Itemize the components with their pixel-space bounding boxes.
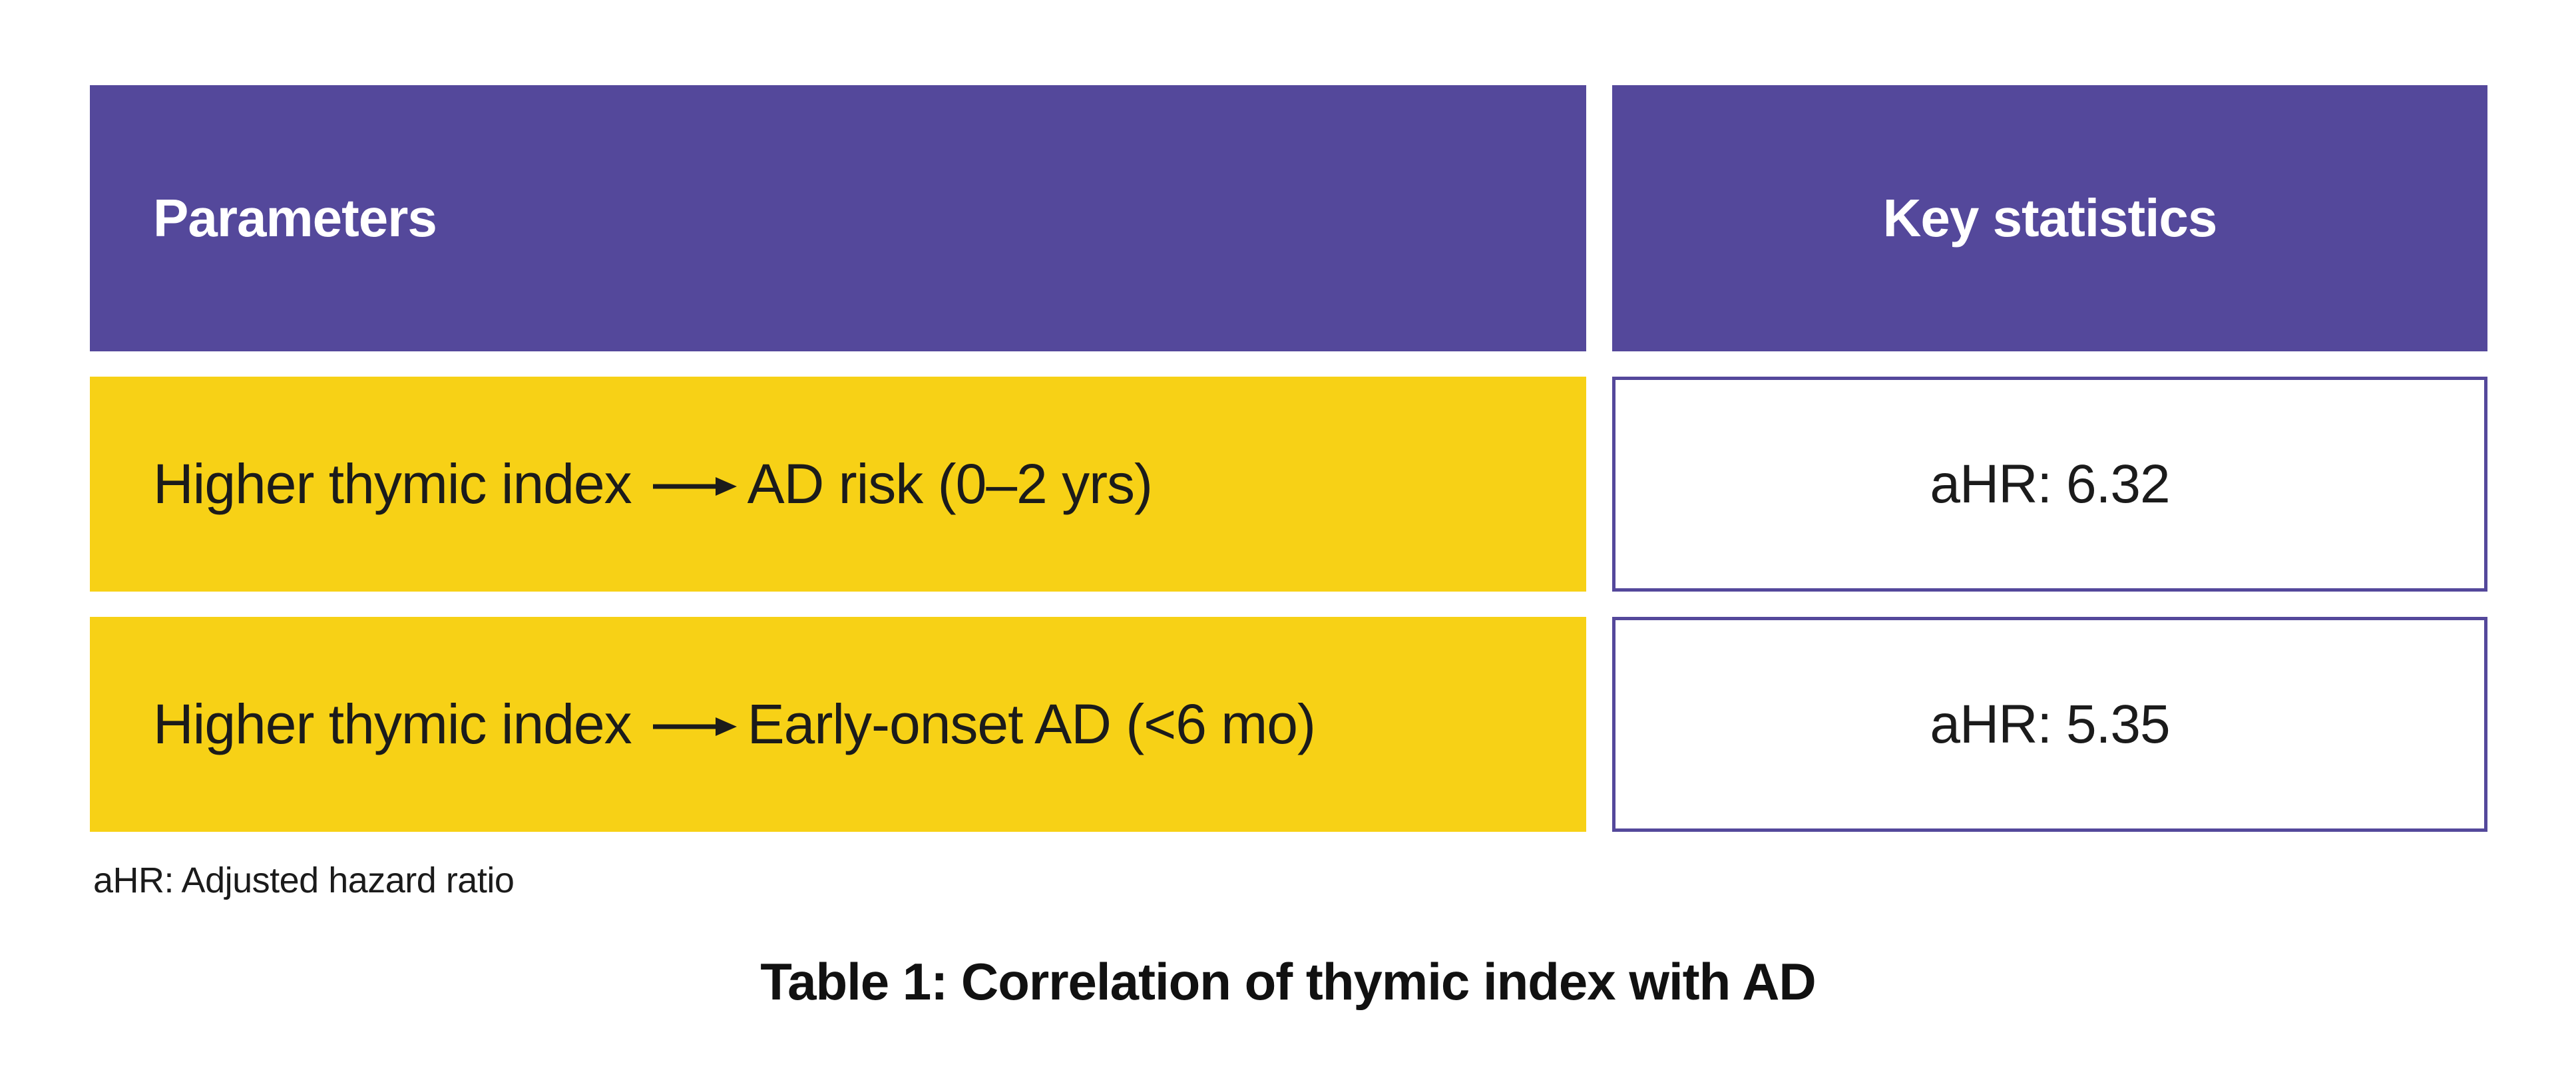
row-2-stat-value: aHR: 5.35	[1930, 693, 2170, 755]
table-row-stat-1: aHR: 6.32	[1612, 377, 2487, 592]
row-2-param-text-after: Early-onset AD (<6 mo)	[747, 693, 1316, 755]
row-1-param-text-after: AD risk (0–2 yrs)	[747, 453, 1153, 515]
column-header-key-statistics: Key statistics	[1612, 85, 2487, 351]
table-row-parameter-1: Higher thymic index AD risk (0–2 yrs)	[90, 377, 1586, 592]
row-1-param-text-before: Higher thymic index	[153, 453, 632, 515]
table-row-parameter-2: Higher thymic index Early-onset AD (<6 m…	[90, 617, 1586, 832]
correlation-table: Parameters Key statistics Higher thymic …	[90, 85, 2487, 832]
key-statistics-header-label: Key statistics	[1882, 188, 2218, 248]
row-1-stat-value: aHR: 6.32	[1930, 453, 2170, 514]
table-caption: Table 1: Correlation of thymic index wit…	[760, 952, 1817, 1011]
right-arrow-icon	[652, 717, 737, 736]
column-header-parameters: Parameters	[90, 85, 1586, 351]
table-row-stat-2: aHR: 5.35	[1612, 617, 2487, 832]
right-arrow-icon	[652, 476, 737, 496]
parameters-header-label: Parameters	[153, 188, 437, 248]
table-footnote: aHR: Adjusted hazard ratio	[93, 860, 515, 900]
row-2-param-text-before: Higher thymic index	[153, 693, 632, 755]
